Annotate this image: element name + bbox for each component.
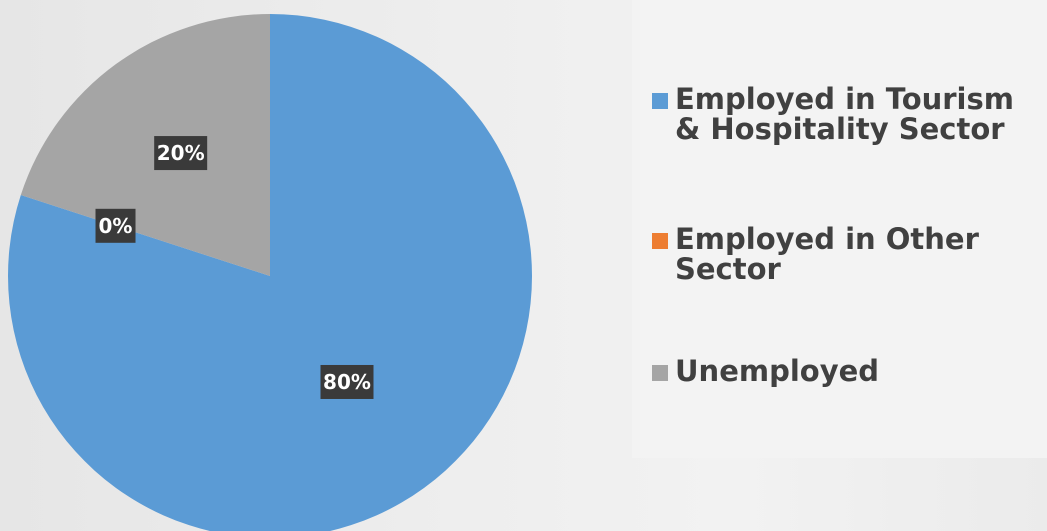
data-label-unemployed-background	[154, 136, 208, 171]
data-label-tourism-text: 80%	[323, 370, 371, 394]
pie-data-labels: 80% 0% 20%	[95, 136, 374, 399]
pie-slice-tourism	[8, 14, 532, 531]
legend-item-tourism: Employed in Tourism & Hospitality Sector	[652, 84, 1035, 144]
legend-label-tourism: Employed in Tourism & Hospitality Sector	[675, 82, 1014, 146]
data-label-other-sector: 0%	[95, 208, 136, 243]
data-label-tourism: 80%	[320, 364, 374, 399]
legend-label-unemployed: Unemployed	[675, 354, 880, 388]
data-label-unemployed-text: 20%	[157, 141, 205, 165]
legend-swatch-other-sector	[652, 233, 668, 249]
legend-swatch-tourism	[652, 93, 668, 109]
legend-swatch-unemployed	[652, 365, 668, 381]
legend-item-unemployed: Unemployed	[652, 356, 1035, 386]
legend-item-other-sector: Employed in Other Sector	[652, 224, 1035, 284]
pie-slice-unemployed	[20, 14, 270, 276]
data-label-other-sector-text: 0%	[99, 214, 133, 238]
data-label-tourism-background	[320, 364, 374, 399]
data-label-unemployed: 20%	[154, 136, 208, 171]
pie-slices	[8, 14, 532, 531]
data-label-other-sector-background	[95, 208, 136, 243]
legend: Employed in Tourism & Hospitality Sector…	[632, 0, 1047, 458]
legend-label-other-sector: Employed in Other Sector	[675, 222, 979, 286]
